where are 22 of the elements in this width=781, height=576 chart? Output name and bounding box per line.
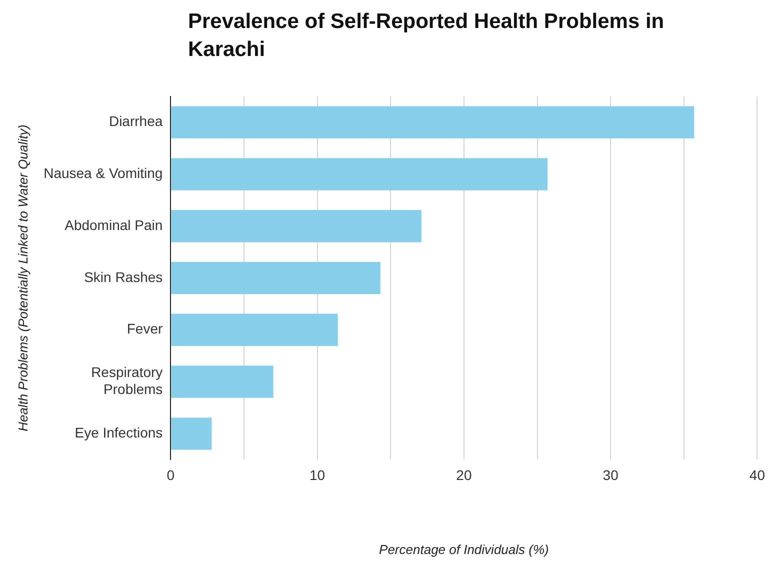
y-tick-label: Abdominal Pain bbox=[64, 216, 163, 233]
y-tick-label: Skin Rashes bbox=[84, 268, 163, 285]
y-tick-label: Respiratory Problems bbox=[91, 364, 163, 398]
x-tick-label: 40 bbox=[749, 466, 766, 483]
chart-title: Prevalence of Self-Reported Health Problems in Karachi bbox=[188, 9, 666, 63]
bar bbox=[171, 210, 422, 242]
x-tick-label: 30 bbox=[602, 466, 619, 483]
x-tick-label: 20 bbox=[456, 466, 472, 483]
bar bbox=[171, 418, 212, 450]
y-tick-label: Nausea & Vomiting bbox=[44, 165, 163, 182]
y-tick-label: Fever bbox=[126, 320, 163, 337]
x-axis-title: Percentage of Individuals (%) bbox=[379, 542, 549, 557]
y-tick-label: Eye Infections bbox=[74, 424, 163, 441]
x-tick-label: 10 bbox=[310, 466, 326, 483]
bar bbox=[171, 262, 380, 294]
bar bbox=[171, 106, 694, 138]
bar bbox=[171, 314, 338, 346]
bar bbox=[171, 366, 274, 398]
bar bbox=[171, 158, 548, 190]
x-tick-label: 0 bbox=[166, 466, 175, 483]
y-tick-label: Diarrhea bbox=[108, 113, 163, 130]
y-axis-title: Health Problems (Potentially Linked to Water Quality) bbox=[15, 124, 30, 432]
